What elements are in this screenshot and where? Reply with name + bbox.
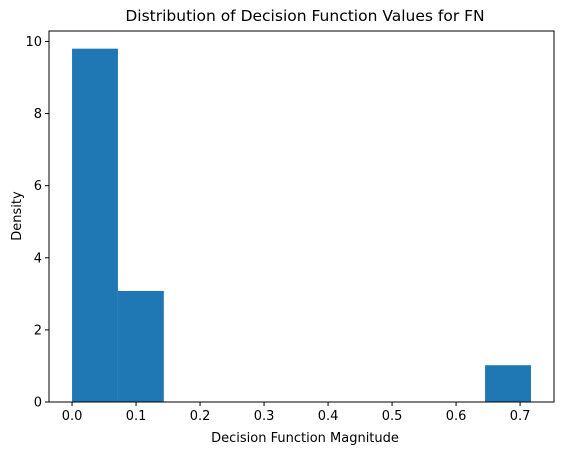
x-tick-label: 0.4	[318, 409, 339, 424]
histogram-bar-0	[72, 48, 118, 403]
plot-frame	[48, 30, 555, 403]
y-axis-title: Density	[10, 191, 25, 241]
y-tick-label: 8	[34, 107, 42, 122]
x-axis-title: Decision Function Magnitude	[211, 431, 399, 446]
x-tick-label: 0.1	[126, 409, 147, 424]
bars-layer	[72, 48, 531, 403]
x-tick-label: 0.6	[446, 409, 467, 424]
x-tick-label: 0.3	[254, 409, 275, 424]
x-tick-label: 0.0	[62, 409, 83, 424]
y-tick-label: 2	[34, 323, 42, 338]
x-axis-ticks: 0.0 0.1 0.2 0.3 0.4 0.5 0.6 0.7	[62, 402, 531, 424]
y-tick-label: 6	[34, 179, 42, 194]
y-tick-label: 4	[34, 251, 42, 266]
histogram-bar-9	[485, 365, 531, 402]
x-tick-label: 0.2	[190, 409, 211, 424]
y-axis-ticks: 0 2 4 6 8 10	[25, 35, 49, 411]
y-tick-label: 0	[34, 396, 42, 411]
y-tick-label: 10	[25, 35, 42, 50]
x-tick-label: 0.7	[510, 409, 531, 424]
chart-title: Distribution of Decision Function Values…	[125, 7, 484, 25]
histogram-bar-1	[117, 290, 164, 402]
x-tick-label: 0.5	[382, 409, 403, 424]
